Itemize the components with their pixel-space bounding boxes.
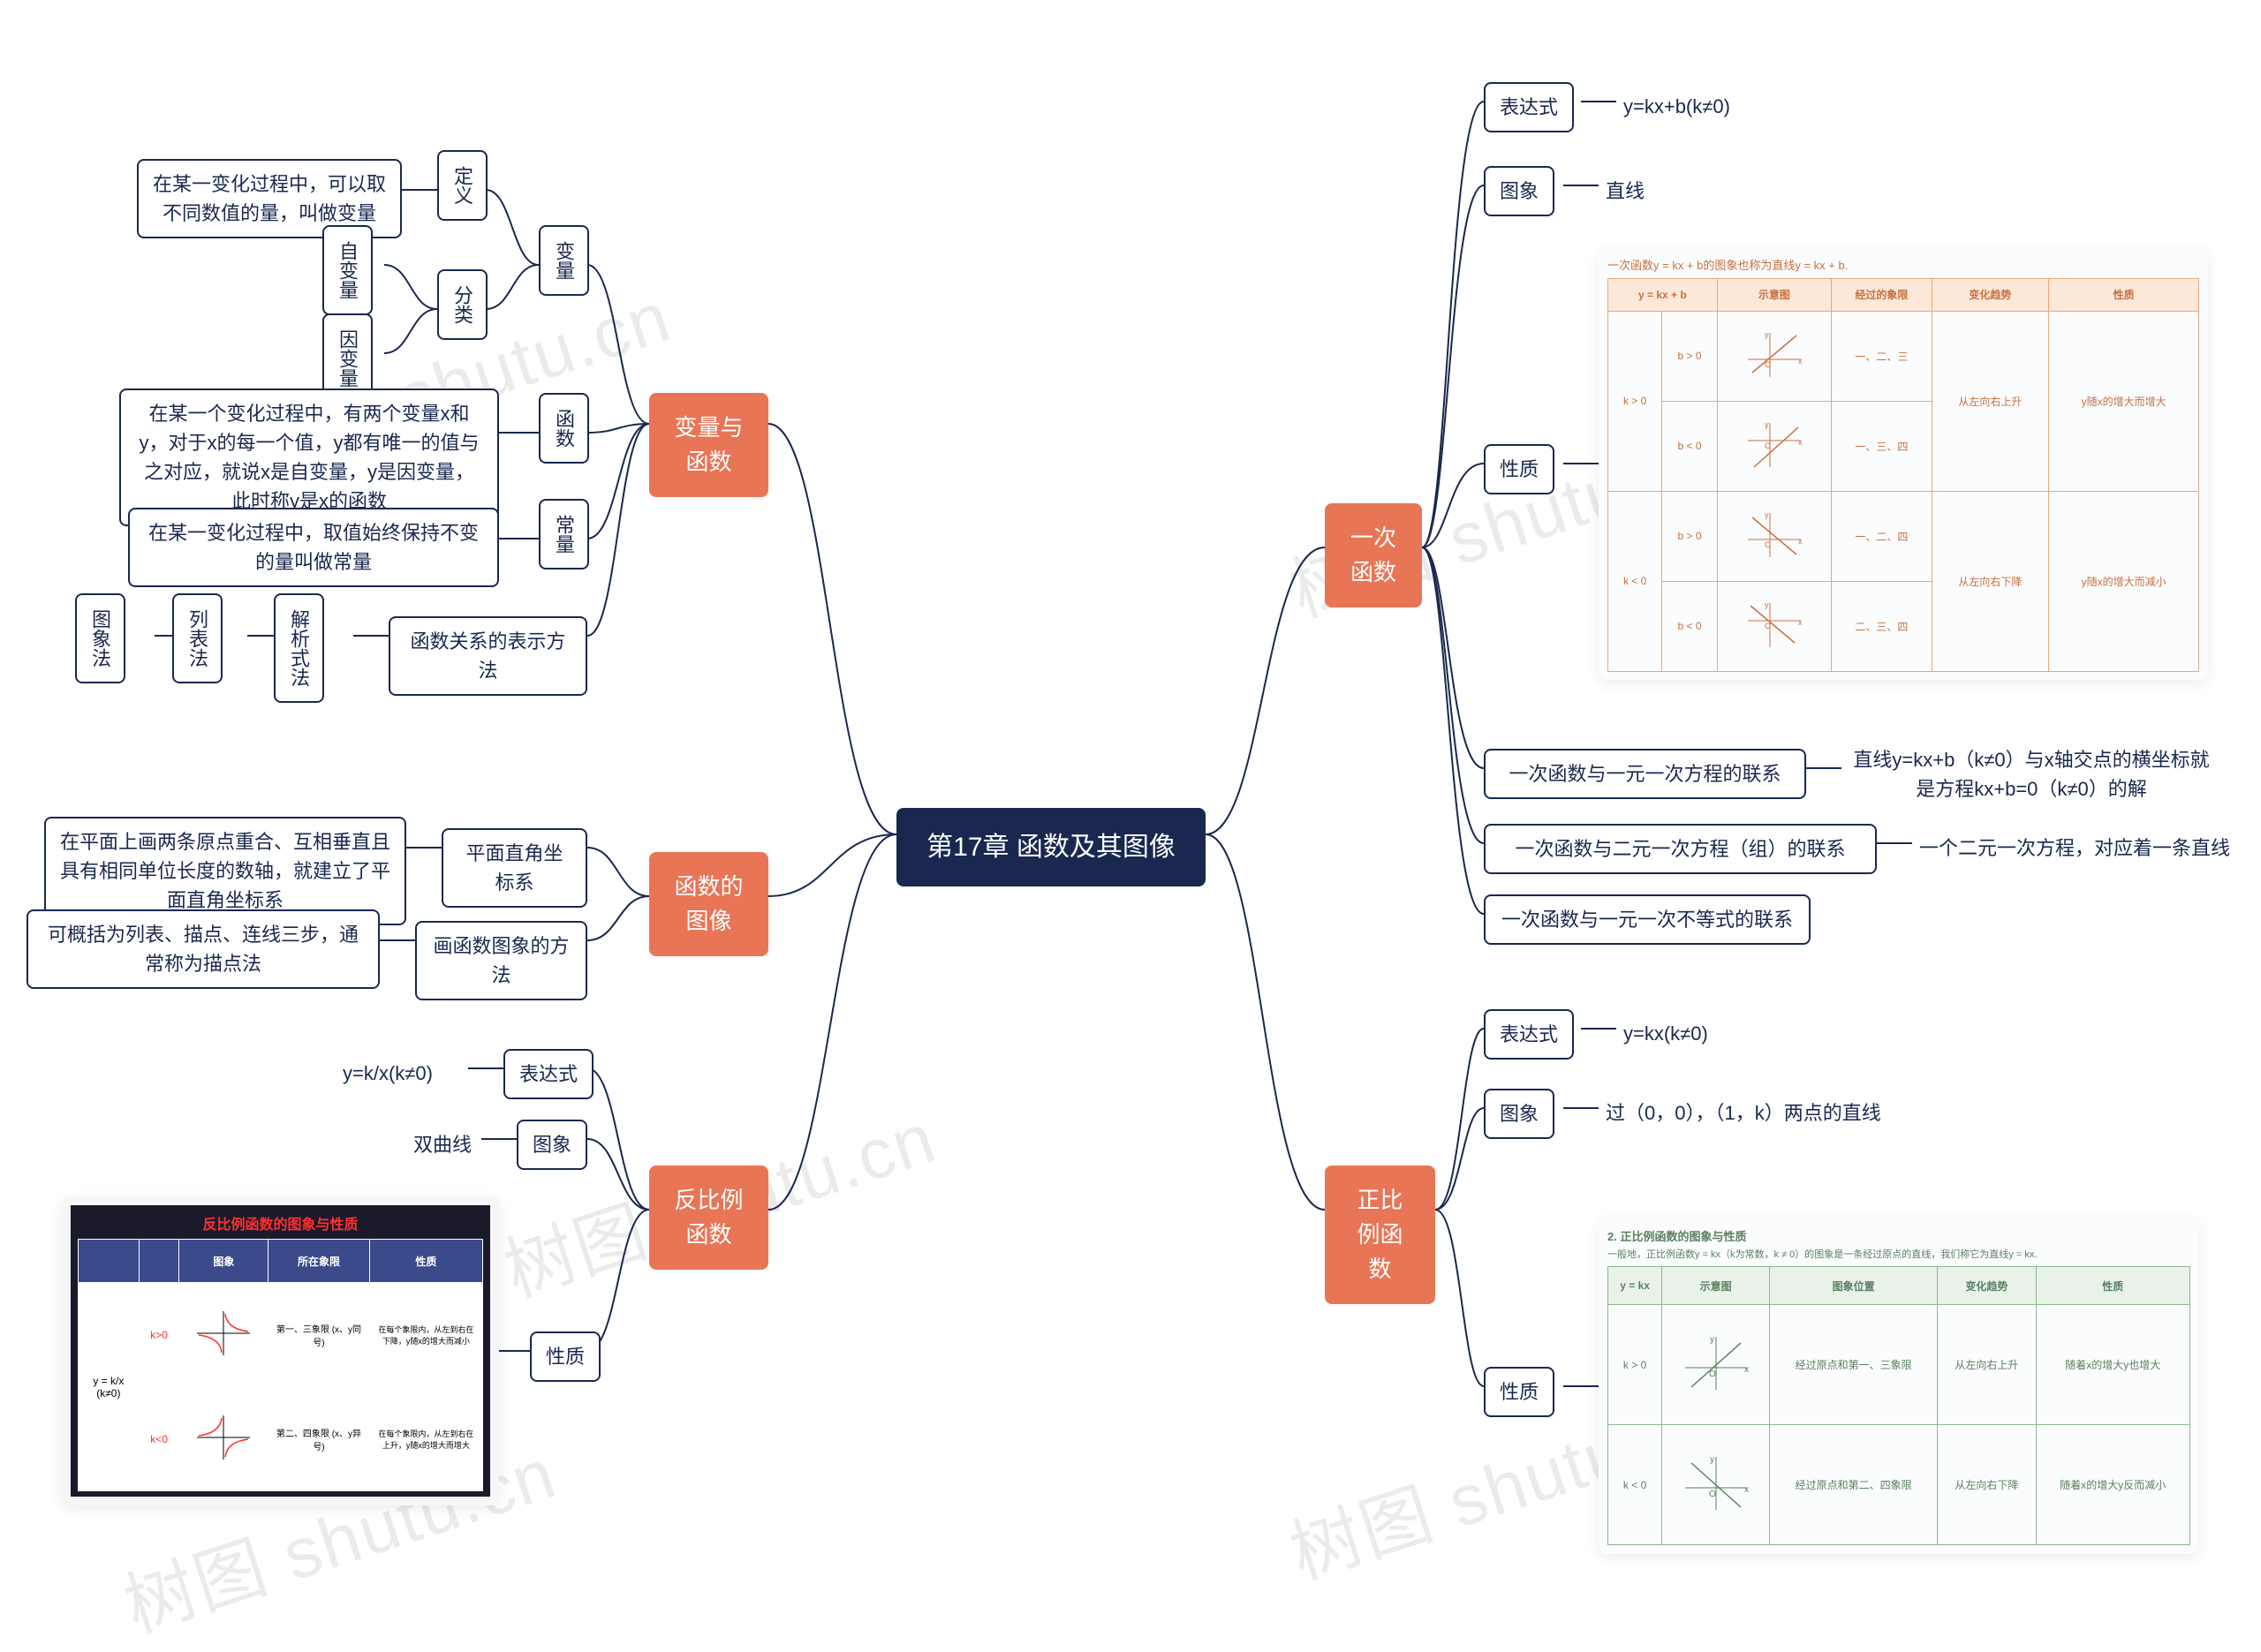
leaf-inv-expr: y=k/x(k≠0) <box>336 1055 440 1091</box>
leaf-lin-graph: 直线 <box>1599 173 1652 209</box>
node-variable: 变量 <box>539 225 589 296</box>
branch-prop-fn: 正比例函数 <box>1325 1165 1435 1304</box>
leaf-draw-steps: 可概括为列表、描点、连线三步，通常称为描点法 <box>26 909 380 989</box>
node-inv-props: 性质 <box>530 1331 601 1382</box>
leaf-independent-var: 自变量 <box>322 225 373 315</box>
node-classify: 分类 <box>437 269 488 340</box>
inv-table-title: 反比例函数的图象与性质 <box>78 1212 483 1233</box>
node-lin-props: 性质 <box>1484 444 1554 494</box>
branch-linear-fn: 一次函数 <box>1325 503 1422 607</box>
leaf-prop-expr: y=kx(k≠0) <box>1616 1015 1715 1052</box>
leaf-lin-eq2: 一个二元一次方程，对应着一条直线 <box>1912 830 2237 866</box>
branch-variables-functions: 变量与函数 <box>649 393 768 497</box>
leaf-prop-graph: 过（0，0），（1，k）两点的直线 <box>1599 1095 1888 1131</box>
node-lin-expr: 表达式 <box>1484 82 1574 132</box>
leaf-graph-method: 图象法 <box>75 593 125 683</box>
svg-text:O: O <box>1765 441 1771 450</box>
svg-text:y: y <box>1765 420 1769 429</box>
leaf-lin-eq1: 直线y=kx+b（k≠0）与x轴交点的横坐标就是方程kx+b=0（k≠0）的解 <box>1841 742 2221 807</box>
node-draw-method: 画函数图象的方法 <box>415 921 587 1000</box>
svg-text:y: y <box>1710 1455 1714 1465</box>
svg-text:x: x <box>1798 618 1803 627</box>
mindmap-canvas: 树图 shutu.cn 树图 shutu.cn 树图 shutu.cn 树图 s… <box>0 0 2261 1610</box>
node-prop-graph: 图象 <box>1484 1089 1554 1139</box>
prop-table-title: 2. 正比例函数的图象与性质 <box>1607 1227 2190 1244</box>
svg-text:O: O <box>1709 1369 1716 1379</box>
root-node: 第17章 函数及其图像 <box>896 808 1206 886</box>
svg-text:y: y <box>1765 600 1769 609</box>
node-lin-eq2: 一次函数与二元一次方程（组）的联系 <box>1484 824 1877 874</box>
node-prop-props: 性质 <box>1484 1367 1554 1417</box>
svg-text:y: y <box>1710 1335 1714 1345</box>
node-definition: 定义 <box>437 150 488 221</box>
node-lin-graph: 图象 <box>1484 166 1554 216</box>
leaf-table-method: 列表法 <box>172 593 223 683</box>
leaf-analytic: 解析式法 <box>274 593 324 703</box>
leaf-constant-def: 在某一变化过程中，取值始终保持不变的量叫做常量 <box>128 508 499 587</box>
branch-inverse-prop: 反比例函数 <box>649 1165 768 1270</box>
svg-text:O: O <box>1765 360 1771 369</box>
leaf-inv-graph: 双曲线 <box>406 1127 479 1163</box>
node-coord-system: 平面直角坐标系 <box>442 828 587 908</box>
svg-text:x: x <box>1798 537 1803 546</box>
svg-text:x: x <box>1744 1365 1749 1375</box>
leaf-function-def: 在某一个变化过程中，有两个变量x和y，对于x的每一个值，y都有唯一的值与之对应，… <box>119 388 499 526</box>
node-inv-graph: 图象 <box>517 1120 587 1170</box>
svg-text:y: y <box>1765 330 1769 339</box>
svg-text:x: x <box>1798 438 1803 447</box>
node-prop-expr: 表达式 <box>1484 1009 1574 1060</box>
svg-text:O: O <box>1765 622 1771 630</box>
svg-text:O: O <box>1765 540 1771 549</box>
node-lin-eq1: 一次函数与一元一次方程的联系 <box>1484 749 1806 799</box>
img-prop-fn-table: 2. 正比例函数的图象与性质 一般地，正比例函数y = kx（k为常数，k ≠ … <box>1599 1218 2199 1554</box>
node-lin-ineq: 一次函数与一元一次不等式的联系 <box>1484 894 1811 945</box>
lin-table-title: 一次函数y = kx + b的图象也称为直线y = kx + b. <box>1607 256 2199 273</box>
node-constant: 常量 <box>539 499 589 570</box>
node-representation: 函数关系的表示方法 <box>389 616 587 696</box>
leaf-lin-expr: y=kx+b(k≠0) <box>1616 88 1737 124</box>
node-inv-expr: 表达式 <box>503 1049 594 1099</box>
node-function: 函数 <box>539 393 589 464</box>
svg-text:O: O <box>1709 1490 1716 1499</box>
img-linear-fn-table: 一次函数y = kx + b的图象也称为直线y = kx + b. y = kx… <box>1599 247 2208 680</box>
svg-text:x: x <box>1798 357 1803 366</box>
svg-text:y: y <box>1765 510 1769 519</box>
svg-text:x: x <box>1744 1485 1749 1495</box>
branch-function-graph: 函数的图像 <box>649 852 768 956</box>
img-inverse-prop-table: 反比例函数的图象与性质 图象所在象限性质 y = k/x (k≠0) k>0 第… <box>62 1196 499 1505</box>
prop-table-subtitle: 一般地，正比例函数y = kx（k为常数，k ≠ 0）的图象是一条经过原点的直线… <box>1607 1247 2190 1261</box>
